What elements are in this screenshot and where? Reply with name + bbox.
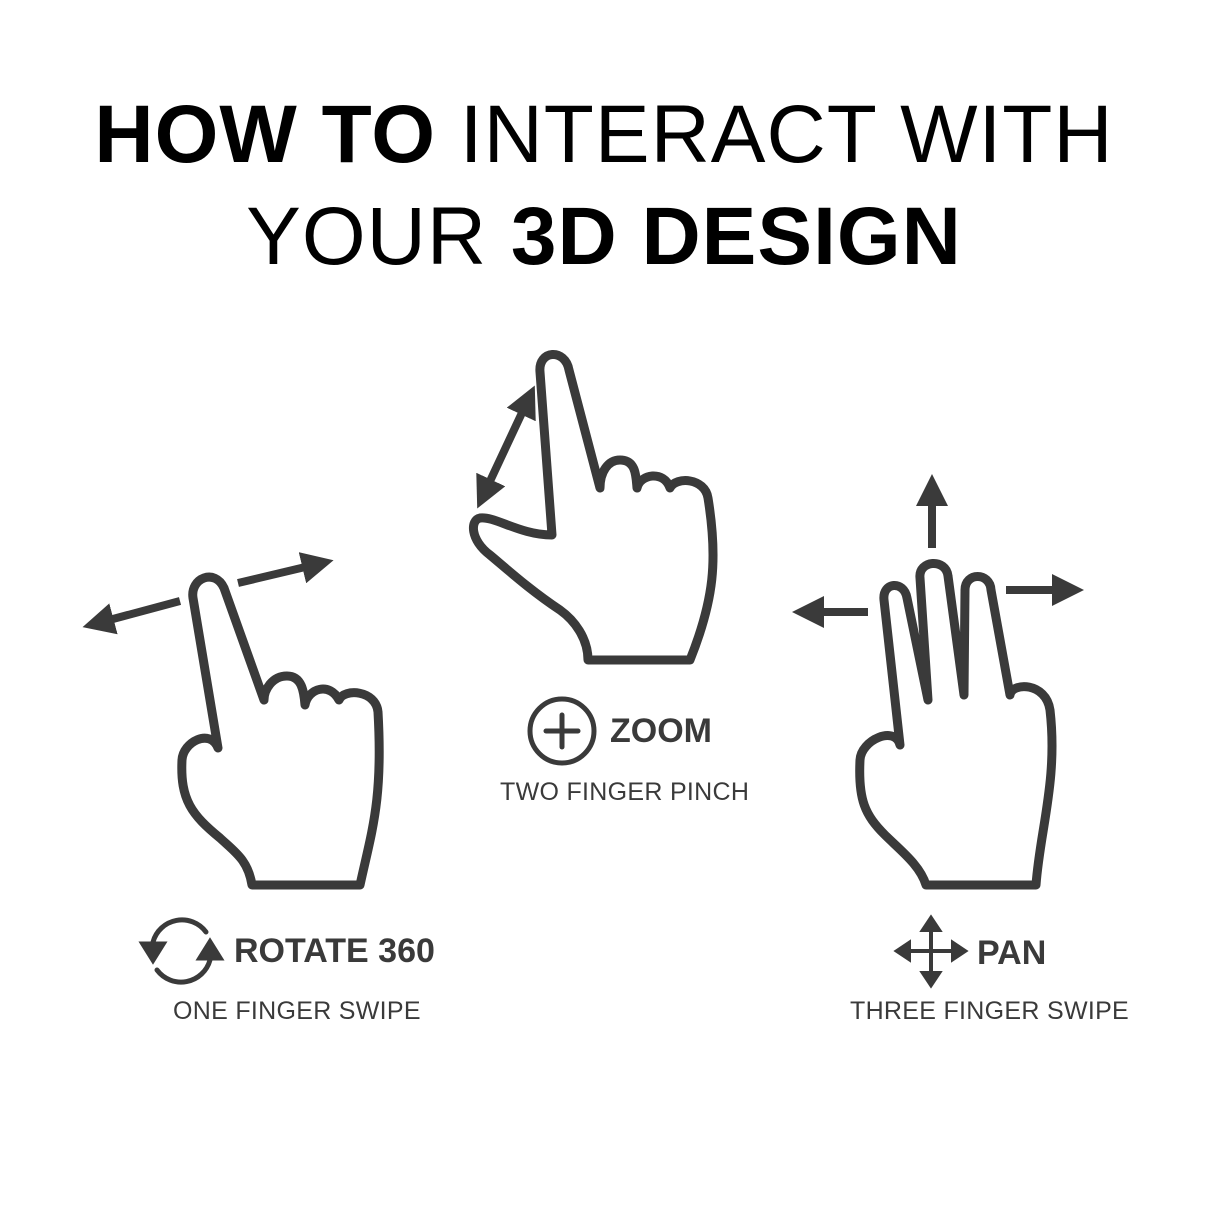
page-title: HOW TO INTERACT WITH YOUR 3D DESIGN: [0, 84, 1208, 288]
pinch-hand-icon: [469, 350, 718, 665]
swipe-left-arrow: [82, 597, 182, 635]
title-your: YOUR: [246, 191, 488, 282]
three-finger-hand-icon: [855, 559, 1057, 890]
pan-title: PAN: [977, 934, 1047, 972]
zoom-plus-icon: [527, 696, 597, 766]
title-interact-with: INTERACT WITH: [459, 89, 1114, 180]
rotate-icon: [138, 917, 225, 985]
zoom-subtitle: TWO FINGER PINCH: [500, 778, 750, 806]
title-3d-design: 3D DESIGN: [510, 191, 962, 282]
pinch-arrow: [476, 385, 536, 509]
title-how-to: HOW TO: [94, 89, 436, 180]
swipe-right-arrow: [237, 552, 334, 587]
rotate-subtitle: ONE FINGER SWIPE: [173, 997, 421, 1025]
one-finger-hand-icon: [177, 572, 384, 890]
zoom-title: ZOOM: [610, 712, 712, 750]
rotate-title: ROTATE 360: [234, 932, 435, 970]
pan-subtitle: THREE FINGER SWIPE: [850, 997, 1130, 1025]
pan-arrows-icon: [893, 914, 969, 989]
